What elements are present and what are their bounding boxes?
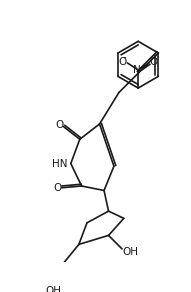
- Text: HN: HN: [52, 159, 68, 168]
- Text: O: O: [53, 183, 62, 193]
- Text: O: O: [118, 57, 126, 67]
- Text: -: -: [123, 52, 126, 62]
- Text: N: N: [133, 65, 141, 75]
- Text: O: O: [55, 120, 63, 130]
- Text: OH: OH: [122, 248, 138, 258]
- Text: OH: OH: [46, 286, 62, 292]
- Text: O: O: [149, 57, 158, 67]
